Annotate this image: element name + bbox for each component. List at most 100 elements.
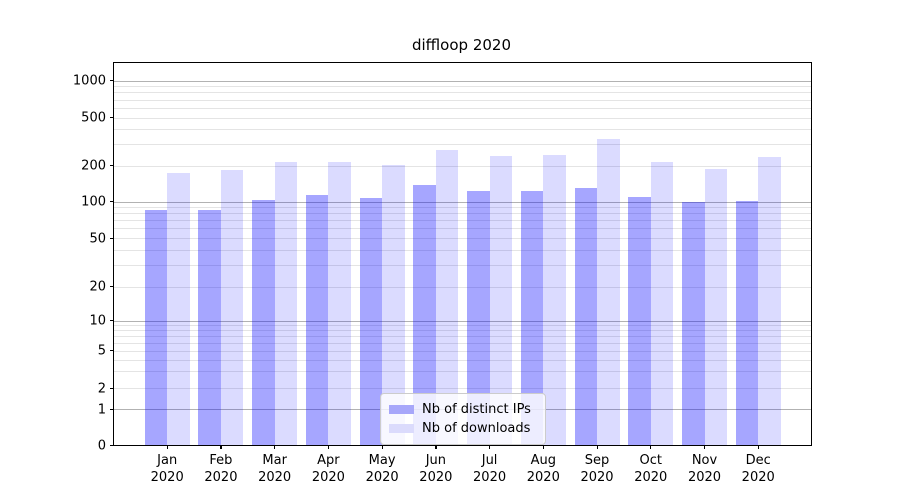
- minor-gridline: [114, 359, 811, 361]
- bar-downloads-mar: [274, 161, 298, 445]
- x-tick-label: Oct 2020: [634, 453, 668, 485]
- y-tick: [110, 237, 114, 239]
- x-tick-label: Feb 2020: [204, 453, 238, 485]
- x-tick-label: Jan 2020: [150, 453, 184, 485]
- major-gridline: [114, 201, 811, 203]
- bar-downloads-aug: [543, 155, 566, 445]
- x-tick: [489, 445, 491, 449]
- bar-downloads-jan: [167, 172, 190, 445]
- legend-swatch-downloads: [389, 424, 414, 433]
- minor-gridline: [114, 99, 811, 101]
- bar-distinct-ips-may: [359, 197, 383, 445]
- bar-distinct-ips-mar: [252, 199, 275, 445]
- plot-area: 0 1 2 5 10 20 50 100 200 500 1000 Jan 2020 Feb 2020 Mar…: [73, 62, 812, 485]
- minor-gridline: [114, 286, 811, 288]
- minor-gridline: [114, 207, 811, 209]
- x-tick-label: Jul 2020: [473, 453, 507, 485]
- minor-gridline: [114, 228, 811, 230]
- y-tick: [110, 286, 114, 288]
- y-tick: [110, 201, 114, 203]
- minor-gridline: [114, 371, 811, 373]
- minor-gridline: [114, 107, 811, 109]
- y-tick: [110, 80, 114, 82]
- bar-downloads-jul: [489, 156, 513, 445]
- y-tick: [110, 350, 114, 352]
- x-tick: [274, 445, 276, 449]
- bar-downloads-feb: [220, 169, 244, 445]
- x-tick-label: Jun 2020: [419, 453, 453, 485]
- x-tick: [596, 445, 598, 449]
- bar-distinct-ips-jul: [467, 191, 490, 445]
- y-tick: [110, 117, 114, 119]
- bar-downloads-sep: [597, 139, 620, 445]
- legend: Nb of distinct IPs Nb of downloads: [380, 393, 546, 445]
- minor-gridline: [114, 144, 811, 146]
- x-tick: [542, 445, 544, 449]
- chart-title: diffloop 2020: [411, 36, 511, 54]
- y-tick: [110, 165, 114, 167]
- minor-gridline: [114, 92, 811, 94]
- y-tick-label: 200: [81, 158, 106, 174]
- y-tick-label: 2: [97, 381, 106, 396]
- minor-gridline: [114, 265, 811, 267]
- minor-gridline: [114, 342, 811, 344]
- x-tick-label: May 2020: [365, 453, 399, 485]
- minor-gridline: [114, 330, 811, 332]
- x-tick-label: Sep 2020: [580, 453, 614, 485]
- x-tick: [650, 445, 652, 449]
- legend-row-downloads: Nb of downloads: [389, 419, 537, 438]
- x-tick-label: Aug 2020: [526, 453, 560, 485]
- bar-downloads-dec: [758, 156, 781, 445]
- x-tick: [166, 445, 168, 449]
- legend-row-distinct-ips: Nb of distinct IPs: [389, 400, 537, 419]
- y-tick-label: 20: [89, 279, 106, 295]
- y-tick-label: 100: [81, 194, 106, 210]
- minor-gridline: [114, 129, 811, 131]
- y-tick-label: 5: [97, 343, 106, 359]
- x-tick: [381, 445, 383, 449]
- legend-swatch-distinct-ips: [389, 405, 414, 414]
- bar-downloads-may: [382, 165, 405, 445]
- bar-distinct-ips-jan: [144, 209, 168, 445]
- x-tick-label: Apr 2020: [311, 453, 345, 485]
- bar-downloads-apr: [328, 162, 351, 445]
- y-tick-label: 0: [97, 438, 106, 453]
- x-tick-label: Nov 2020: [687, 453, 722, 485]
- bar-distinct-ips-sep: [574, 188, 598, 445]
- bar-downloads-oct: [650, 162, 674, 445]
- y-tick: [110, 408, 114, 410]
- x-tick: [757, 445, 759, 449]
- y-tick-label: 1: [97, 402, 106, 417]
- x-tick: [327, 445, 330, 449]
- x-tick-label: Mar 2020: [258, 453, 292, 485]
- minor-gridline: [114, 86, 811, 88]
- y-tick-label: 500: [81, 110, 106, 126]
- minor-gridline: [114, 220, 811, 222]
- y-tick-label: 1000: [72, 73, 106, 89]
- bar-distinct-ips-jun: [413, 184, 436, 445]
- legend-label-distinct-ips: Nb of distinct IPs: [422, 402, 531, 417]
- bar-distinct-ips-nov: [682, 201, 705, 445]
- legend-label-downloads: Nb of downloads: [422, 421, 531, 436]
- major-gridline: [114, 320, 811, 322]
- y-tick: [110, 320, 114, 322]
- x-tick: [220, 445, 222, 449]
- bar-distinct-ips-feb: [198, 210, 221, 445]
- minor-gridline: [114, 165, 811, 167]
- bar-distinct-ips-apr: [305, 195, 329, 445]
- minor-gridline: [114, 388, 811, 389]
- bar-downloads-jun: [435, 149, 459, 445]
- minor-gridline: [114, 213, 811, 215]
- bar-distinct-ips-oct: [628, 197, 651, 445]
- y-tick: [110, 444, 114, 446]
- minor-gridline: [114, 325, 811, 327]
- bar-distinct-ips-aug: [520, 190, 544, 445]
- minor-gridline: [114, 350, 811, 352]
- minor-gridline: [114, 117, 811, 119]
- x-tick: [704, 445, 706, 449]
- major-gridline: [114, 80, 811, 82]
- x-tick-label: Dec 2020: [741, 453, 775, 485]
- minor-gridline: [114, 249, 811, 251]
- y-tick: [110, 387, 114, 389]
